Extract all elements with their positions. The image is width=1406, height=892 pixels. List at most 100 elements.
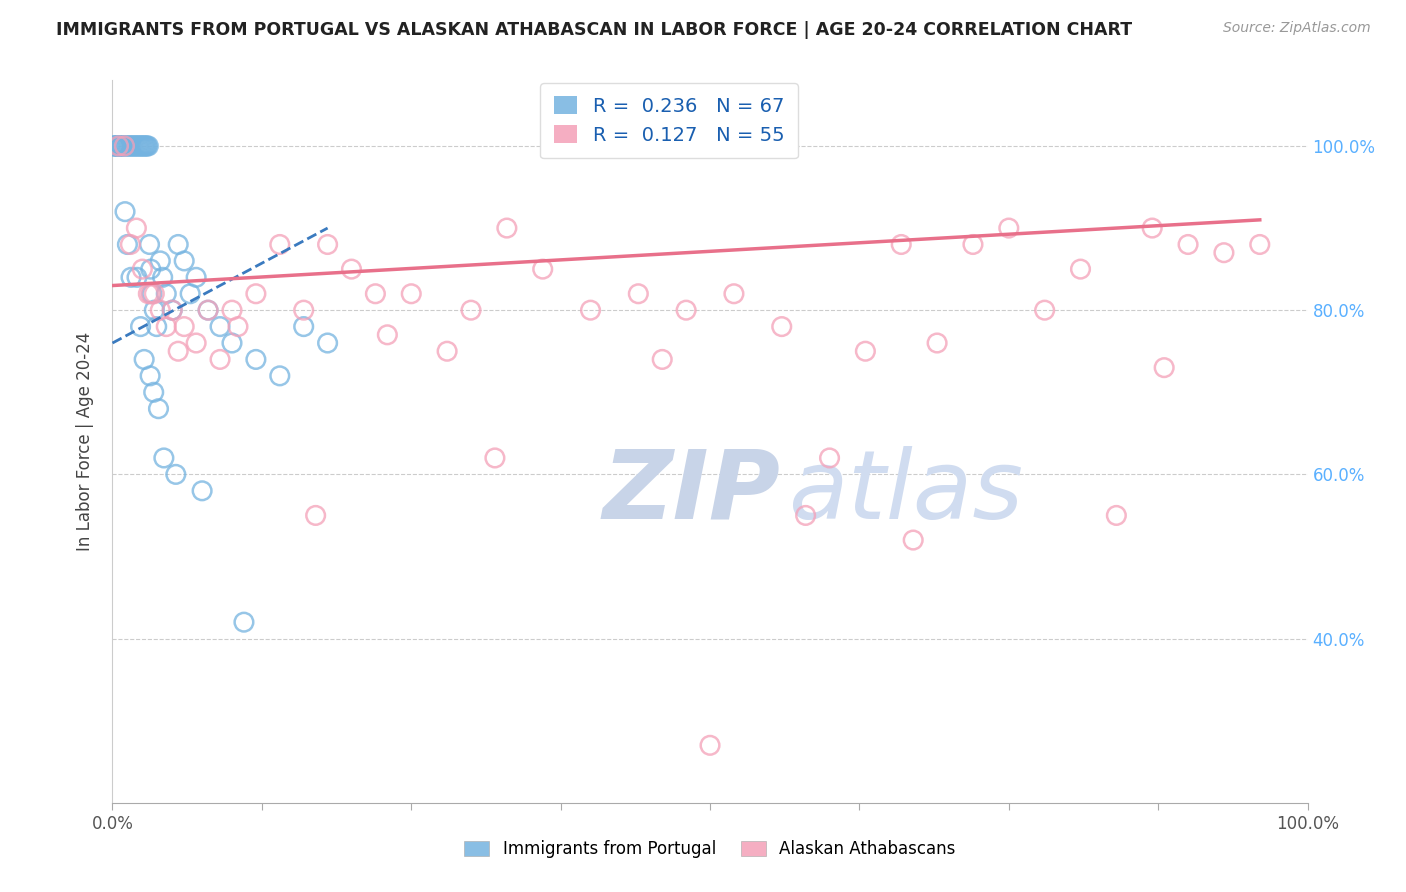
Point [127, 139, 149, 153]
Point [460, 303, 482, 318]
Point [138, 286, 160, 301]
Point [197, 303, 219, 318]
Point [675, 303, 697, 318]
Point [401, 286, 423, 301]
Point [191, 483, 214, 498]
Point [105, 139, 128, 153]
Point [221, 303, 243, 318]
Point [651, 352, 673, 367]
Point [292, 319, 315, 334]
Point [962, 237, 984, 252]
Point [115, 139, 138, 153]
Point [855, 344, 877, 359]
Point [124, 139, 146, 153]
Point [103, 139, 125, 153]
Point [138, 139, 160, 153]
Point [117, 139, 139, 153]
Point [134, 139, 156, 153]
Point [125, 221, 148, 235]
Point [292, 303, 315, 318]
Point [134, 352, 156, 367]
Point [145, 319, 167, 334]
Point [149, 303, 172, 318]
Point [221, 336, 243, 351]
Point [120, 237, 142, 252]
Point [107, 139, 129, 153]
Point [316, 336, 339, 351]
Point [818, 450, 841, 465]
Point [305, 508, 328, 523]
Point [496, 221, 519, 235]
Point [162, 303, 183, 318]
Point [377, 327, 399, 342]
Point [167, 344, 190, 359]
Point [155, 286, 177, 301]
Text: Source: ZipAtlas.com: Source: ZipAtlas.com [1223, 21, 1371, 35]
Point [110, 139, 132, 153]
Point [269, 368, 291, 383]
Point [125, 270, 148, 285]
Point [104, 139, 127, 153]
Point [245, 286, 267, 301]
Point [114, 139, 135, 153]
Point [1033, 303, 1056, 318]
Point [794, 508, 817, 523]
Point [153, 450, 176, 465]
Point [436, 344, 458, 359]
Text: atlas: atlas [787, 446, 1022, 539]
Point [269, 237, 291, 252]
Point [122, 139, 145, 153]
Point [120, 270, 142, 285]
Point [105, 139, 128, 153]
Point [167, 237, 190, 252]
Point [165, 467, 187, 482]
Point [1177, 237, 1199, 252]
Point [364, 286, 387, 301]
Point [143, 303, 166, 318]
Point [110, 139, 132, 153]
Point [162, 303, 183, 318]
Point [627, 286, 650, 301]
Point [121, 139, 143, 153]
Point [209, 319, 232, 334]
Point [209, 352, 232, 367]
Point [531, 262, 554, 277]
Point [1153, 360, 1175, 375]
Point [155, 319, 177, 334]
Point [139, 262, 162, 277]
Y-axis label: In Labor Force | Age 20-24: In Labor Force | Age 20-24 [76, 332, 94, 551]
Point [699, 739, 721, 753]
Point [148, 401, 170, 416]
Point [186, 270, 208, 285]
Point [131, 139, 153, 153]
Legend: Immigrants from Portugal, Alaskan Athabascans: Immigrants from Portugal, Alaskan Athaba… [456, 832, 965, 867]
Point [927, 336, 949, 351]
Point [138, 237, 160, 252]
Text: ZIP: ZIP [603, 446, 780, 539]
Point [135, 139, 157, 153]
Point [131, 262, 153, 277]
Point [128, 139, 150, 153]
Point [136, 139, 159, 153]
Point [141, 286, 163, 301]
Point [173, 319, 195, 334]
Point [103, 139, 125, 153]
Point [173, 254, 195, 268]
Point [129, 139, 152, 153]
Point [114, 139, 136, 153]
Point [139, 368, 162, 383]
Point [770, 319, 793, 334]
Point [1213, 245, 1236, 260]
Point [132, 139, 155, 153]
Point [112, 139, 135, 153]
Point [108, 139, 131, 153]
Point [579, 303, 602, 318]
Point [1105, 508, 1128, 523]
Point [129, 319, 152, 334]
Point [108, 139, 131, 153]
Point [114, 139, 135, 153]
Point [186, 336, 208, 351]
Point [890, 237, 912, 252]
Point [152, 270, 174, 285]
Point [114, 204, 136, 219]
